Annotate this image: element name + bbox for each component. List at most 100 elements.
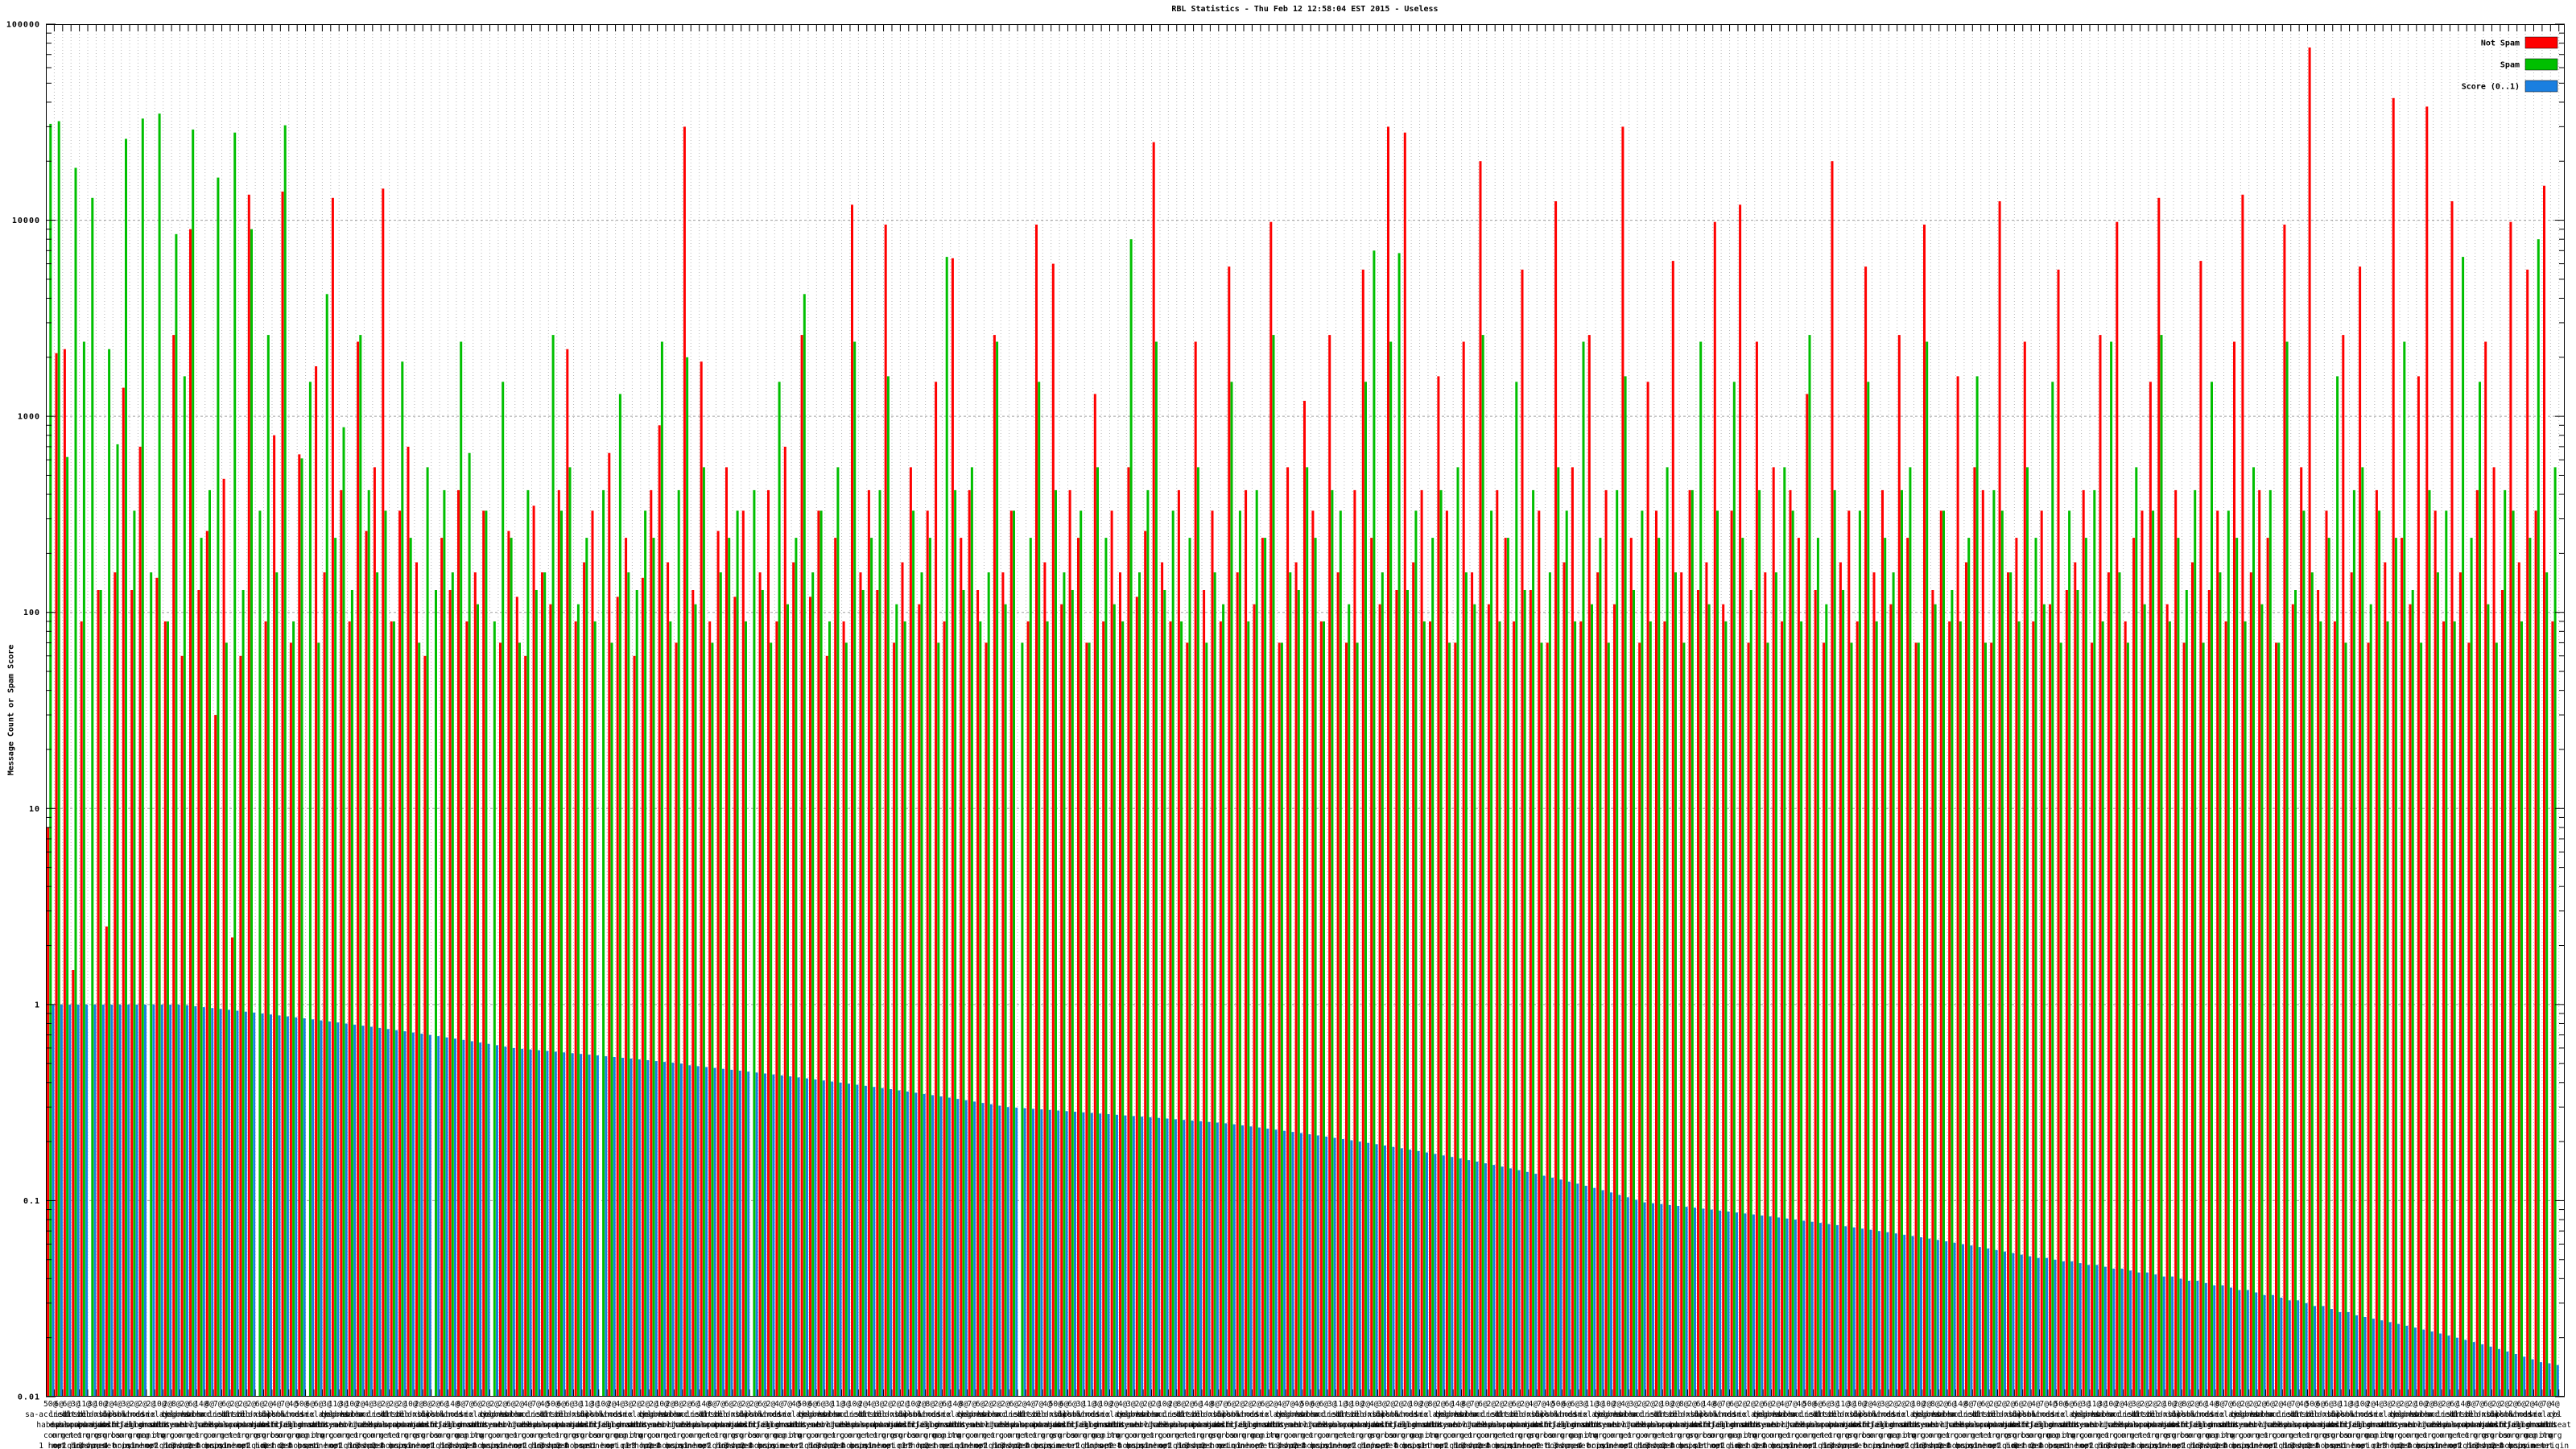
bar-spam <box>627 572 630 1397</box>
x-tick-label-line: dul <box>1216 1410 1230 1419</box>
bar-score <box>1132 1116 1135 1397</box>
bar-not-spam <box>741 510 745 1397</box>
x-tick-label-line: dsbl <box>845 1421 864 1430</box>
x-tick-label-line: org <box>52 1431 65 1440</box>
bar-score <box>328 1021 331 1397</box>
x-tick-label-line: dsn <box>2363 1410 2377 1419</box>
x-tick-label-line: njabl <box>248 1421 271 1430</box>
bar-score <box>529 1049 532 1397</box>
x-tick-label-line: 2 hops <box>2122 1442 2149 1449</box>
x-tick-label-line: dnsbl <box>1731 1421 1754 1430</box>
x-tick-label-line: 2@ <box>1495 1400 1505 1409</box>
bar-spam <box>979 621 982 1397</box>
x-tick-label-line: habeas <box>1946 1421 1974 1430</box>
x-tick-label-line: none <box>954 1442 972 1449</box>
bar-score <box>1987 1248 1990 1397</box>
x-tick-label-line: net <box>1334 1431 1348 1440</box>
x-tick-label-line: origin <box>791 1442 818 1449</box>
bar-spam <box>66 456 69 1397</box>
bar-score <box>2380 1320 2384 1397</box>
bar-not-spam <box>1847 510 1851 1397</box>
x-tick-label-line: 6@ <box>1227 1400 1236 1409</box>
x-tick-label-line: 3@ <box>1596 1400 1605 1409</box>
x-tick-label-line: 10@ <box>2104 1400 2118 1409</box>
x-tick-label-line: 6@ <box>473 1400 483 1409</box>
x-tick-label-line: manitu <box>1410 1431 1438 1440</box>
x-tick-label-line: psbl <box>1222 1410 1241 1419</box>
x-tick-label-line: dul <box>1376 1410 1389 1419</box>
bar-score <box>856 1084 859 1397</box>
bar-not-spam <box>340 489 343 1397</box>
x-tick-label-line: 2@ <box>381 1400 390 1409</box>
x-tick-label-line: 2@ <box>2023 1400 2033 1409</box>
bar-spam <box>325 294 328 1397</box>
bar-spam <box>435 590 437 1397</box>
x-tick-label-line: psbl <box>1541 1410 1559 1419</box>
bar-not-spam <box>775 621 778 1397</box>
x-tick-label-line: org <box>772 1431 786 1440</box>
bar-not-spam <box>1579 621 1583 1397</box>
x-tick-label-line: list <box>2277 1410 2296 1419</box>
x-tick-label-line: cbl <box>2548 1410 2562 1419</box>
x-tick-label-line: sorbs <box>1212 1431 1235 1440</box>
bar-score <box>621 1058 625 1397</box>
bar-score <box>2397 1323 2401 1397</box>
bar-spam <box>1297 590 1300 1397</box>
bar-score <box>1869 1229 1872 1397</box>
x-tick-label-line: net <box>973 1442 987 1449</box>
x-tick-label-line: 8@ <box>2215 1400 2225 1409</box>
x-tick-label-line: habeas <box>2424 1421 2451 1430</box>
x-tick-label-line: 10@ <box>152 1400 166 1409</box>
x-tick-label-line: 2@ <box>1135 1400 1145 1409</box>
x-tick-label-line: dnsbl <box>299 1421 322 1430</box>
bar-not-spam <box>1705 562 1708 1397</box>
x-tick-label-line: njabl <box>2343 1421 2366 1430</box>
x-tick-label-line: 2@ <box>1520 1400 1530 1409</box>
bar-score <box>671 1063 675 1397</box>
bar-score <box>1810 1221 1814 1397</box>
x-tick-label-line: origin <box>1218 1442 1245 1449</box>
x-tick-label-line: njabl <box>190 1421 213 1430</box>
bar-score <box>1283 1130 1286 1397</box>
bar-score <box>2037 1257 2040 1397</box>
bar-spam <box>1046 621 1049 1397</box>
x-tick-label-line: net <box>504 1431 518 1440</box>
x-tick-label-line: 4@ <box>1620 1400 1630 1409</box>
x-tick-label-line: ix <box>464 1410 474 1419</box>
bar-spam <box>2394 538 2397 1397</box>
x-tick-label-line: sbl-xbl <box>1191 1410 1223 1419</box>
x-tick-label-line: 2 hops <box>1108 1442 1136 1449</box>
bar-spam <box>903 621 906 1397</box>
bar-spam <box>1674 572 1677 1397</box>
bar-spam <box>2101 621 2104 1397</box>
x-tick-label-line: combined <box>2495 1410 2532 1419</box>
bar-spam <box>761 590 764 1397</box>
x-tick-label-line: 4 hops <box>104 1442 131 1449</box>
x-tick-label-line: 7@ <box>1034 1400 1044 1409</box>
bar-spam <box>392 621 395 1397</box>
bar-spam <box>937 642 940 1397</box>
x-tick-label-line: 6@ <box>1311 1400 1320 1409</box>
bar-not-spam <box>138 446 142 1397</box>
bar-score <box>2154 1274 2157 1397</box>
x-tick-label-line: whois <box>1555 1410 1579 1419</box>
bar-score <box>2314 1306 2316 1397</box>
bar-spam <box>1113 604 1116 1397</box>
bar-score <box>1300 1133 1302 1397</box>
x-tick-label-line: origin <box>146 1442 173 1449</box>
x-tick-label-line: 3 hops <box>2106 1442 2133 1449</box>
bar-not-spam <box>2233 341 2235 1397</box>
bar-not-spam <box>1328 335 1331 1397</box>
x-tick-label-line: 50@ <box>2054 1400 2067 1409</box>
bar-not-spam <box>1965 562 1967 1397</box>
x-tick-label-line: njabl <box>1069 1421 1092 1430</box>
bar-score <box>1249 1126 1253 1397</box>
x-tick-label-line: sbl-xbl <box>2463 1410 2496 1419</box>
bar-score <box>973 1101 976 1397</box>
x-tick-label-line: dul <box>1534 1410 1548 1419</box>
x-tick-label-line: 3@ <box>339 1400 349 1409</box>
x-tick-label-line: 4@ <box>2299 1400 2309 1409</box>
x-tick-label-line: org <box>1559 1431 1573 1440</box>
bar-score <box>814 1079 817 1397</box>
x-tick-label-line: 2@ <box>1168 1400 1178 1409</box>
